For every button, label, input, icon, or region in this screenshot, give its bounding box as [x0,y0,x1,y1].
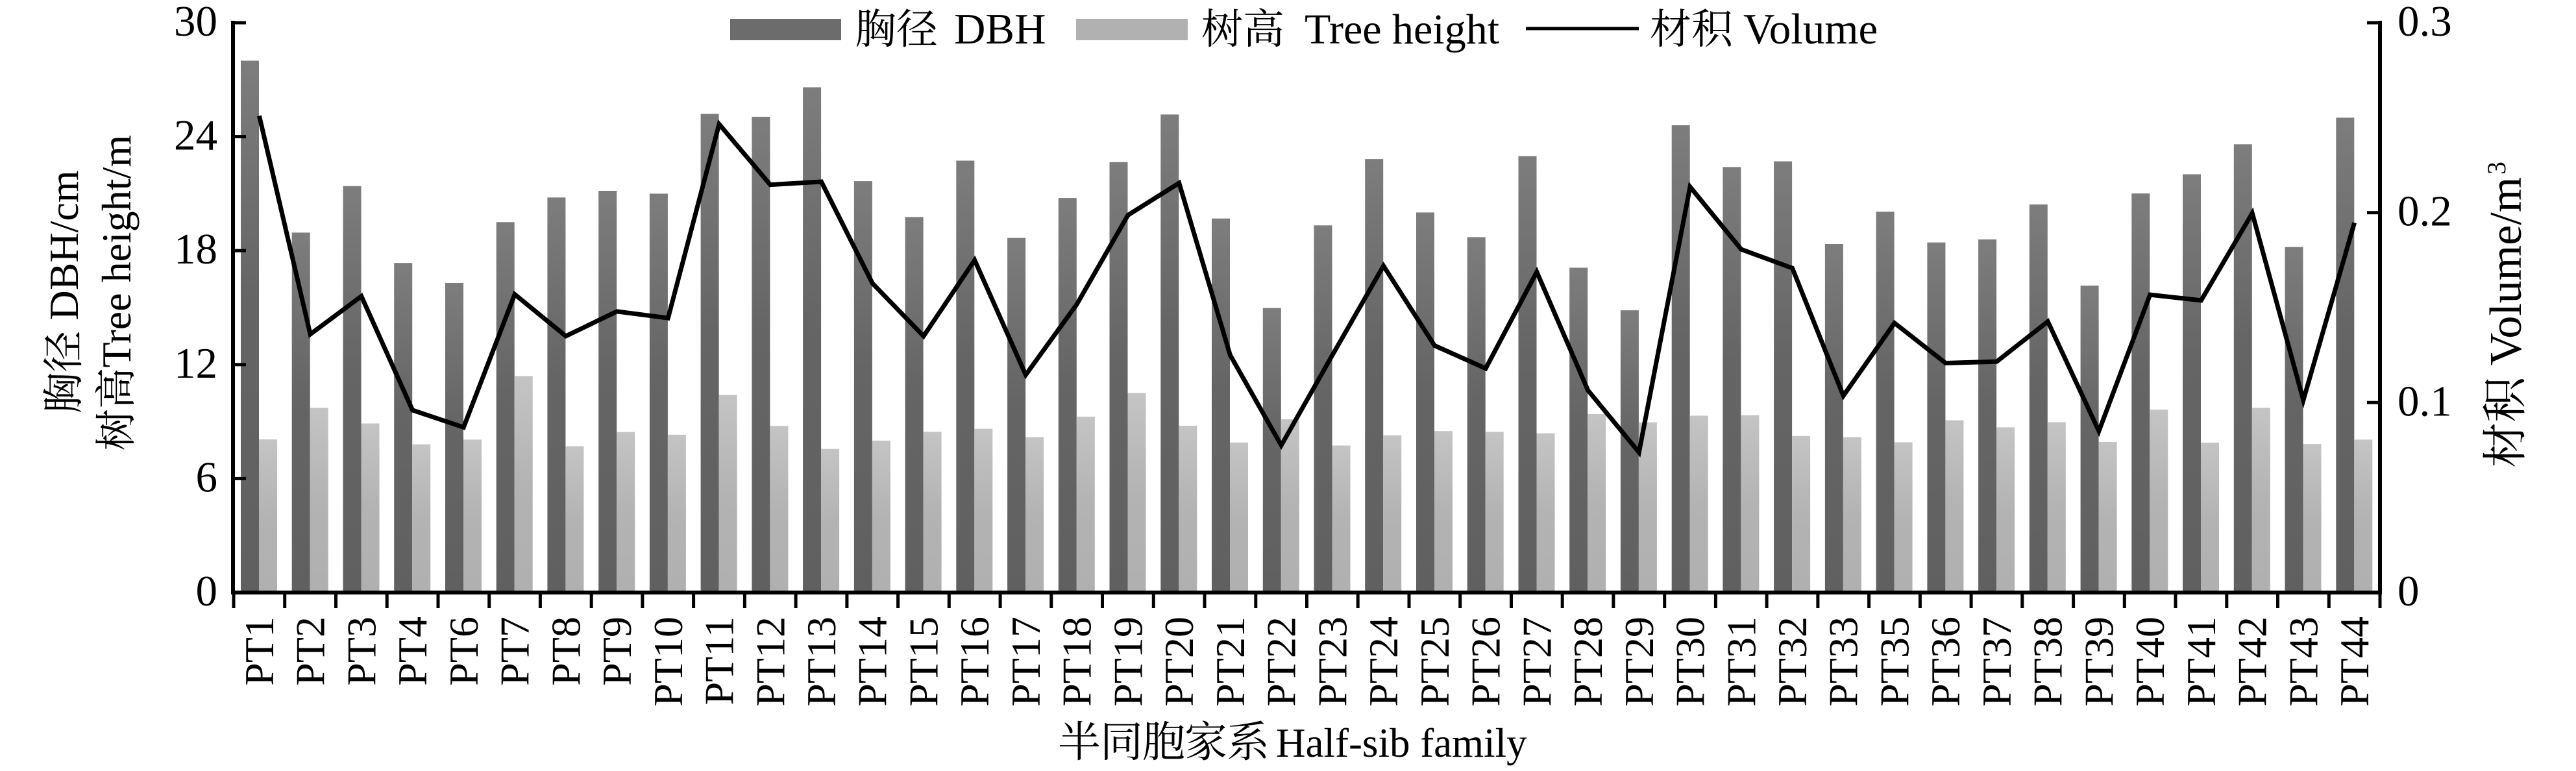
svg-text:PT4: PT4 [389,617,435,686]
svg-text:24: 24 [174,112,217,160]
svg-text:PT11: PT11 [696,617,742,705]
svg-text:PT10: PT10 [645,617,691,707]
svg-text:PT7: PT7 [492,617,538,686]
svg-text:0.2: 0.2 [2398,188,2452,236]
svg-text:PT3: PT3 [338,617,384,686]
svg-text:6: 6 [196,453,218,501]
svg-text:18: 18 [174,225,217,273]
svg-text:PT20: PT20 [1156,617,1202,707]
svg-text:PT37: PT37 [1974,617,2020,707]
svg-text:PT28: PT28 [1565,617,1611,707]
svg-text:0: 0 [196,567,218,615]
svg-text:PT36: PT36 [1922,617,1969,707]
svg-text:DBH: DBH [954,5,1046,53]
svg-text:PT13: PT13 [798,617,844,707]
svg-text:PT33: PT33 [1821,617,1867,707]
svg-text:PT42: PT42 [2229,617,2275,707]
svg-text:PT19: PT19 [1105,617,1151,707]
svg-text:PT1: PT1 [236,617,282,686]
svg-text:PT9: PT9 [594,617,640,686]
svg-text:0.3: 0.3 [2398,0,2452,45]
svg-text:30: 30 [174,0,217,45]
svg-text:PT15: PT15 [901,617,947,707]
svg-text:PT25: PT25 [1412,617,1458,707]
svg-text:PT2: PT2 [288,617,334,686]
svg-text:3: 3 [2482,162,2511,175]
svg-text:PT23: PT23 [1309,617,1355,707]
svg-text:0: 0 [2398,567,2420,615]
svg-text:PT32: PT32 [1769,617,1815,707]
svg-text:PT8: PT8 [543,617,589,686]
svg-text:PT14: PT14 [850,617,896,707]
svg-text:PT44: PT44 [2331,617,2377,707]
svg-text:PT29: PT29 [1616,617,1662,707]
svg-text:Tree height/m: Tree height/m [93,135,140,368]
svg-text:PT6: PT6 [441,617,487,686]
svg-text:PT18: PT18 [1054,617,1100,707]
svg-text:PT27: PT27 [1514,617,1560,707]
svg-text:PT40: PT40 [2127,617,2173,707]
svg-text:Volume: Volume [1743,5,1878,53]
svg-text:Tree height: Tree height [1305,6,1499,53]
svg-text:PT26: PT26 [1463,617,1509,707]
svg-text:PT12: PT12 [747,617,793,707]
svg-text:PT35: PT35 [1872,617,1918,707]
svg-text:12: 12 [174,339,217,387]
svg-text:PT39: PT39 [2076,617,2122,707]
svg-text:PT24: PT24 [1360,617,1406,707]
svg-text:PT17: PT17 [1003,617,1049,707]
svg-text:PT16: PT16 [951,617,998,707]
svg-text:PT22: PT22 [1258,617,1305,707]
svg-text:Volume/m: Volume/m [2481,177,2531,365]
svg-text:PT43: PT43 [2280,617,2326,707]
svg-text:PT41: PT41 [2178,617,2224,707]
svg-text:PT21: PT21 [1207,617,1253,707]
svg-text:Half-sib family: Half-sib family [1276,720,1527,766]
svg-text:PT38: PT38 [2025,617,2071,707]
svg-text:PT30: PT30 [1667,617,1713,707]
svg-text:DBH/cm: DBH/cm [41,170,87,320]
svg-text:PT31: PT31 [1718,617,1764,707]
svg-text:0.1: 0.1 [2398,377,2452,425]
